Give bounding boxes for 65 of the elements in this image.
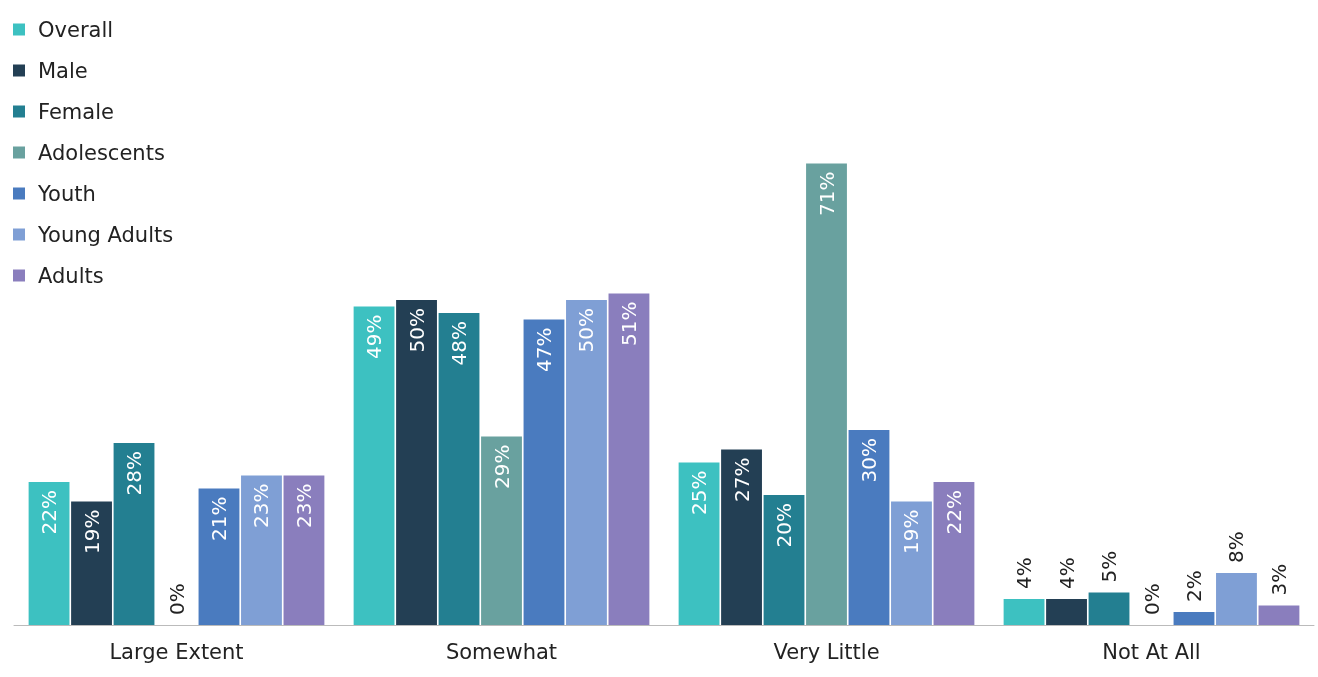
bar [608,293,650,625]
x-tick-label: Somewhat [445,639,558,664]
bar [806,163,847,625]
bar [1258,605,1300,625]
legend-label: Young Adults [37,222,174,247]
legend-label: Overall [38,17,114,42]
data-label: 48% [447,321,472,366]
data-label: 50% [404,308,429,353]
data-label: 0% [164,583,189,615]
bar [848,430,890,625]
bar [481,436,522,625]
bar [523,319,565,625]
legend-label: Adults [38,263,104,288]
data-label: 4% [1054,557,1079,589]
data-label: 47% [531,327,556,372]
data-label: 27% [729,457,754,502]
bar [283,475,325,625]
data-label: 2% [1181,570,1206,602]
bar [113,443,155,625]
data-label: 22% [941,490,966,535]
data-label: 3% [1266,563,1291,596]
data-label: 23% [291,483,316,528]
data-label: 25% [687,470,712,515]
data-label: 4% [1012,557,1037,589]
data-label: 71% [814,171,839,216]
bar [1088,592,1130,625]
bar [28,482,70,625]
bar [1216,573,1257,625]
data-label: 51% [616,301,641,346]
data-label: 0% [1139,583,1164,615]
data-label: 5% [1097,550,1122,583]
data-label: 19% [79,509,104,554]
x-tick-label: Not At All [1102,639,1201,664]
legend-label: Adolescents [38,140,165,165]
data-label: 49% [362,314,387,359]
bar [1046,599,1087,625]
bar [1173,612,1215,625]
data-label: 30% [856,438,881,483]
data-label: 8% [1224,531,1249,563]
data-label: 21% [206,496,231,541]
bar [566,300,607,625]
bar [678,462,720,625]
data-label: 29% [489,444,514,489]
bar [71,501,112,625]
data-label: 20% [772,503,797,548]
data-label: 50% [574,308,599,353]
data-label: 22% [37,490,62,535]
legend-label: Female [38,99,114,124]
data-label: 19% [899,509,924,554]
bar [1003,599,1045,625]
bar [933,482,975,625]
bar [763,495,805,625]
x-tick-label: Large Extent [109,639,244,664]
bar [241,475,282,625]
legend-label: Male [38,58,88,83]
bar [438,313,480,625]
bar [721,449,762,625]
legend-label: Youth [37,181,96,206]
bar [891,501,932,625]
x-tick-label: Very Little [773,639,880,664]
bar [198,488,240,625]
data-label: 28% [122,451,147,496]
bar [353,306,395,625]
bar [396,300,437,625]
data-label: 23% [249,483,274,528]
